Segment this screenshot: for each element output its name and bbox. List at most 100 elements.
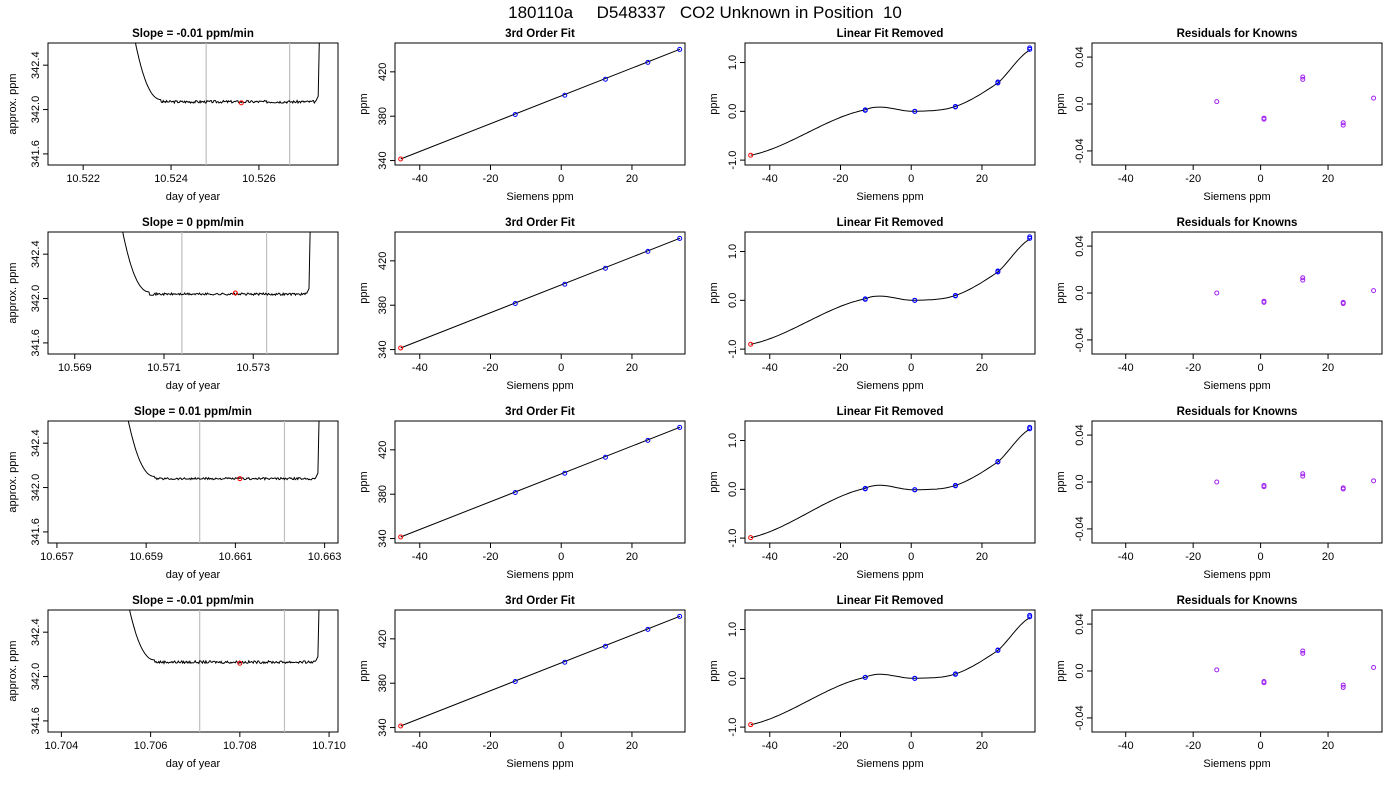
- residual-point: [1300, 473, 1306, 479]
- panel-title: Linear Fit Removed: [837, 406, 944, 418]
- x-tick-label: -20: [483, 173, 499, 185]
- panel-title: Slope = -0.01 ppm/min: [132, 28, 254, 40]
- y-tick-label: 342.4: [30, 429, 42, 457]
- x-tick-label: 20: [1322, 173, 1334, 185]
- residual-point: [1261, 680, 1267, 686]
- unknown-point: [748, 722, 754, 728]
- x-tick-label: 20: [1322, 362, 1334, 374]
- concentration-trace: [134, 43, 320, 105]
- y-tick-label: 341.6: [30, 707, 42, 735]
- y-tick-label: 340: [377, 151, 389, 169]
- y-axis-label: ppm: [1055, 93, 1067, 114]
- x-axis-label: Siemens ppm: [856, 758, 923, 770]
- unknown-point: [748, 341, 754, 347]
- plot-area: [1214, 648, 1377, 690]
- known-standard-point: [677, 424, 683, 430]
- residual-curve: [750, 238, 1030, 345]
- known-standard-point: [602, 454, 608, 460]
- y-tick-label: -1.0: [727, 718, 739, 737]
- panel-title: Slope = -0.01 ppm/min: [132, 595, 254, 607]
- panel-title: 3rd Order Fit: [505, 595, 575, 607]
- plot-frame: [1091, 231, 1383, 355]
- plot-area: [748, 612, 1033, 728]
- x-tick-label: 10.522: [66, 173, 100, 185]
- panel-r4-c1: Slope = -0.01 ppm/min 10.704 10.706 10.708 1…: [7, 595, 346, 770]
- y-axis-label: ppm: [708, 282, 720, 303]
- x-tick-label: -40: [412, 173, 428, 185]
- y-tick-label: 420: [377, 441, 389, 459]
- x-tick-label: -20: [483, 740, 499, 752]
- panel-title: Residuals for Knowns: [1177, 406, 1298, 418]
- known-standard-point: [952, 483, 958, 489]
- plot-frame: [47, 609, 339, 733]
- x-tick-label: 10.571: [147, 362, 181, 374]
- y-axis-label: ppm: [358, 660, 370, 681]
- plot-frame: [47, 420, 339, 544]
- plot-frame: [744, 420, 1036, 544]
- panel-title: Residuals for Knowns: [1177, 595, 1298, 607]
- residual-point: [1340, 684, 1346, 690]
- known-standard-point: [512, 301, 518, 307]
- residual-point: [1300, 275, 1306, 281]
- residual-point: [1300, 648, 1306, 654]
- known-standard-point: [952, 671, 958, 677]
- residual-point: [1371, 664, 1377, 670]
- y-tick-label: 341.6: [30, 140, 42, 168]
- residual-curve: [750, 49, 1030, 156]
- panel-title: Residuals for Knowns: [1177, 28, 1298, 40]
- x-axis-label: day of year: [166, 569, 221, 581]
- known-standard-point: [677, 235, 683, 241]
- panel-title: Slope = 0 ppm/min: [142, 217, 244, 229]
- x-tick-label: 0: [908, 740, 914, 752]
- panel-r3-c1: Slope = 0.01 ppm/min 10.657 10.659 10.661 10…: [7, 406, 341, 581]
- x-axis-label: Siemens ppm: [856, 191, 923, 203]
- known-standard-point: [912, 108, 918, 114]
- x-tick-label: 10.524: [154, 173, 188, 185]
- y-tick-label: 340: [377, 340, 389, 358]
- plot-frame: [1091, 420, 1383, 544]
- residual-point: [1340, 486, 1346, 492]
- plot-area: [748, 424, 1033, 541]
- panel-r4-c4: Residuals for Knowns -40 -20 0 20 -0.04 0.0 0.0…: [1055, 595, 1383, 770]
- plot-area: [122, 232, 311, 354]
- residual-point: [1300, 650, 1306, 656]
- unknown-mean-point: [238, 100, 244, 106]
- unknown-point: [398, 345, 404, 351]
- known-standard-point: [645, 59, 651, 65]
- x-axis-label: Siemens ppm: [856, 569, 923, 581]
- panel-r4-c2: 3rd Order Fit -40 -20 0 20 340 380 420 Siemens p…: [358, 595, 686, 770]
- x-tick-label: 10.659: [129, 551, 163, 563]
- panel-r2-c2: 3rd Order Fit -40 -20 0 20 340 380 420 Siemens p…: [358, 217, 686, 392]
- unknown-mean-point: [237, 660, 243, 666]
- y-tick-label: -1.0: [727, 340, 739, 359]
- y-axis-label: ppm: [358, 282, 370, 303]
- y-tick-label: 380: [377, 674, 389, 692]
- y-axis-label: approx. ppm: [7, 73, 19, 134]
- known-standard-point: [1027, 612, 1033, 618]
- y-tick-label: 0.04: [1074, 46, 1086, 67]
- known-standard-point: [645, 248, 651, 254]
- known-standard-point: [602, 265, 608, 271]
- known-standard-point: [602, 76, 608, 82]
- plot-area: [398, 613, 683, 729]
- x-tick-label: 0: [1258, 740, 1264, 752]
- panel-r1-c2: 3rd Order Fit -40 -20 0 20 340 380 420 Siemens p…: [358, 28, 686, 203]
- y-tick-label: 380: [377, 107, 389, 125]
- x-tick-label: 10.661: [219, 551, 253, 563]
- residual-point: [1261, 299, 1267, 305]
- y-tick-label: 341.6: [30, 329, 42, 357]
- x-tick-label: 10.710: [312, 740, 346, 752]
- y-tick-label: 1.0: [727, 622, 739, 637]
- residual-curve: [750, 617, 1030, 726]
- fit-line: [400, 615, 681, 727]
- x-tick-label: 0: [1258, 173, 1264, 185]
- x-tick-label: 0: [558, 173, 564, 185]
- x-tick-label: 20: [626, 362, 638, 374]
- y-tick-label: 0.0: [1074, 285, 1086, 300]
- x-tick-label: -20: [1185, 740, 1201, 752]
- y-tick-label: 0.0: [1074, 96, 1086, 111]
- panel-title: 3rd Order Fit: [505, 406, 575, 418]
- known-standard-point: [512, 679, 518, 685]
- x-tick-label: -40: [412, 362, 428, 374]
- x-axis-label: Siemens ppm: [506, 380, 573, 392]
